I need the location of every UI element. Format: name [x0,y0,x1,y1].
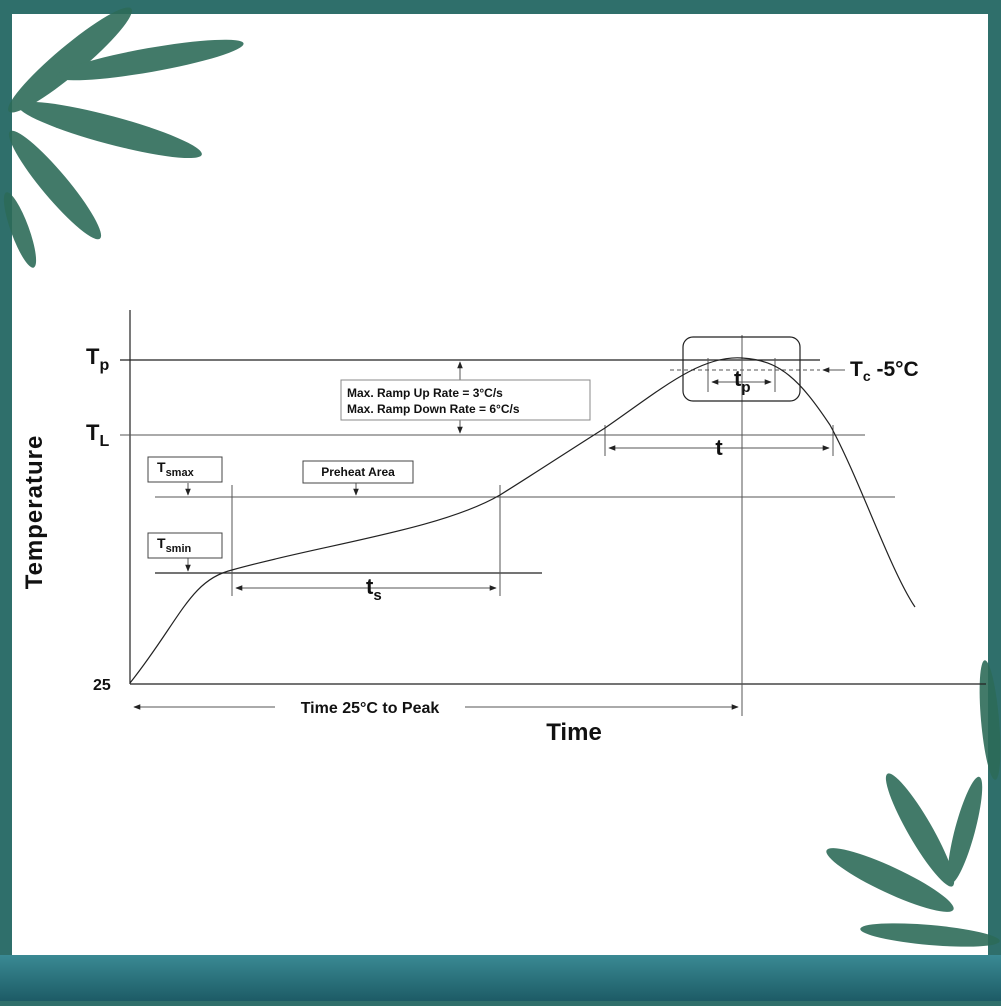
peak-label-bg [275,697,465,717]
main: t [366,574,374,599]
sub: s [373,587,381,604]
tsmin-box [147,532,223,559]
sub: L [99,433,109,450]
tp-label: Tp [86,344,109,374]
y-axis-label: Temperature [21,435,48,590]
sub: c [863,368,871,384]
preheat-box [302,460,414,484]
peak-box [682,336,801,402]
main: T [157,535,166,551]
ts-label: ts [366,574,382,604]
profile-curve [129,357,916,684]
tsmax-label: Tsmax [157,459,195,479]
origin-label: 25 [93,677,111,694]
main: T [850,358,863,381]
ramp-box [340,379,591,421]
tp-time-label: tp [734,366,751,396]
sub: p [99,357,109,374]
sub: smin [166,543,192,555]
x-axis-label: Time [546,719,602,746]
tsmin-label: Tsmin [157,535,192,555]
tsmax-box [147,456,223,483]
sub: p [741,379,750,396]
sub: smax [166,467,195,479]
t-label: t [715,435,723,460]
main: T [157,459,166,475]
main: T [86,344,100,369]
leaves [3,7,1001,947]
main: t [734,366,742,391]
ramp-up-text: Max. Ramp Up Rate = 3°C/s [347,386,503,400]
main: T [86,420,100,445]
rest: -5°C [871,358,919,381]
bottom-band [0,955,1001,1001]
tc-label: Tc -5°C [850,358,919,384]
time-to-peak-text: Time 25°C to Peak [301,700,440,717]
ramp-down-text: Max. Ramp Down Rate = 6°C/s [347,402,520,416]
tl-label: TL [86,420,109,450]
preheat-text: Preheat Area [321,465,395,479]
